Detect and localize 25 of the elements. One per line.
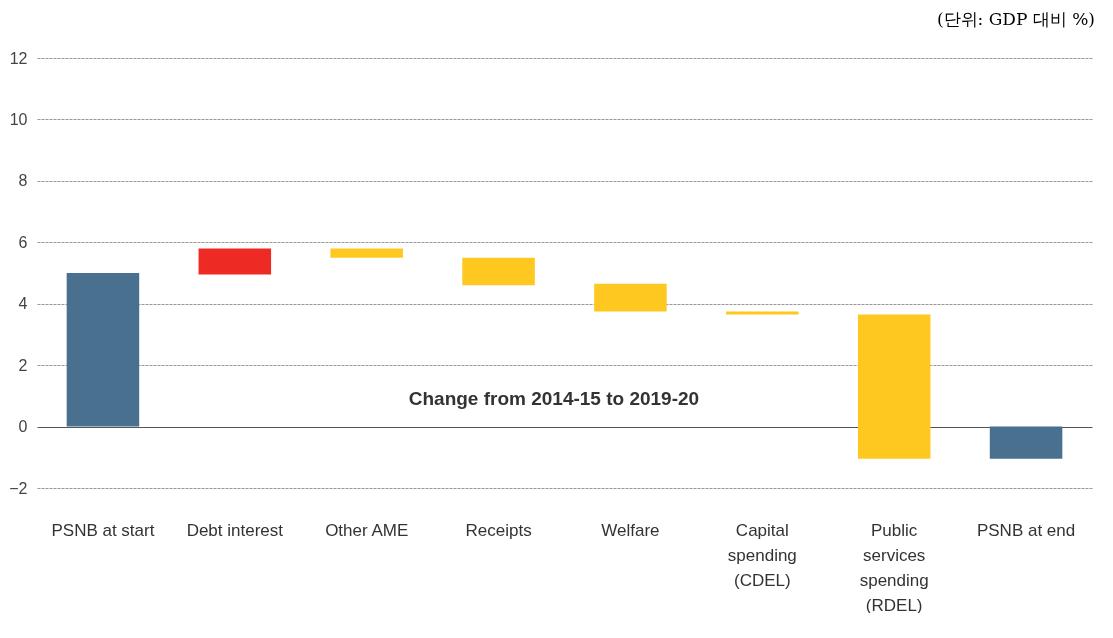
bar bbox=[857, 314, 931, 459]
x-tick-label: Other AME bbox=[325, 520, 409, 540]
x-tick-label: Debt interest bbox=[186, 520, 284, 540]
x-tick-label: PSNB at end bbox=[976, 520, 1076, 540]
bar bbox=[462, 257, 535, 286]
y-tick-label: 2 bbox=[18, 356, 28, 374]
bar bbox=[198, 248, 272, 275]
annotation: Change from 2014-15 to 2019-20 bbox=[408, 387, 700, 409]
bar bbox=[330, 248, 403, 258]
x-tick-label: PSNB at start bbox=[51, 520, 155, 540]
x-tick-label: Capital spending (CDEL) bbox=[727, 520, 797, 590]
y-tick-label: 12 bbox=[9, 49, 28, 67]
y-tick-label: 0 bbox=[18, 418, 28, 436]
bar bbox=[66, 273, 140, 427]
bar bbox=[989, 426, 1063, 459]
y-tick-label: 4 bbox=[18, 295, 28, 313]
bar bbox=[594, 283, 667, 312]
y-tick-label: −2 bbox=[9, 479, 28, 497]
text: (단위: GDP 대비 %) bbox=[936, 8, 1095, 31]
x-tick-label: Welfare bbox=[601, 520, 660, 540]
y-tick-label: 10 bbox=[9, 110, 28, 128]
y-tick-label: 6 bbox=[18, 233, 28, 251]
x-tick-label: Receipts bbox=[465, 520, 532, 540]
bar bbox=[726, 311, 799, 315]
y-tick-label: 8 bbox=[18, 172, 28, 190]
